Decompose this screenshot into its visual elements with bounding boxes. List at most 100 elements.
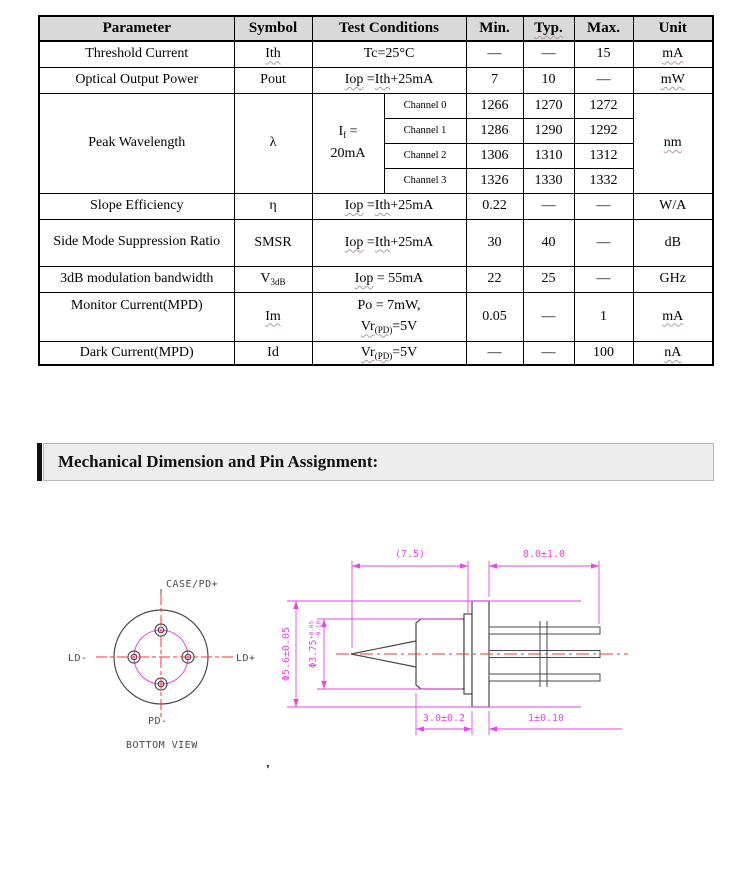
dim-inner-tol-lower: -0.10 <box>316 621 323 639</box>
table-header-row: Parameter Symbol Test Conditions Min. Ty… <box>38 15 714 42</box>
cell-min: 30 <box>465 218 524 267</box>
row-wavelength-ch0: Peak Wavelength λ If = 20mA Channel 0 12… <box>38 92 714 194</box>
cell-typ: 1310 <box>522 142 575 169</box>
cell-min: — <box>465 340 524 366</box>
cell-param: 3dB modulation bandwidth <box>38 265 235 293</box>
cell-unit: mA <box>632 291 714 342</box>
cell-min: 1326 <box>465 167 524 194</box>
lead-pin-bottom <box>488 673 601 682</box>
cell-typ: 10 <box>522 66 575 94</box>
cell-unit: nm <box>632 92 714 194</box>
cell-max: 1292 <box>573 117 634 144</box>
cell-max: 1 <box>573 291 634 342</box>
cell-param: Peak Wavelength <box>38 92 235 194</box>
cell-min: 1306 <box>465 142 524 169</box>
cell-symbol: η <box>233 192 313 220</box>
header-parameter: Parameter <box>38 15 235 42</box>
cell-symbol: Id <box>233 340 313 366</box>
cell-min: 1286 <box>465 117 524 144</box>
section-header: Mechanical Dimension and Pin Assignment: <box>43 443 714 481</box>
cell-unit: mW <box>632 66 714 94</box>
cell-max: 1272 <box>573 92 634 119</box>
cell-min: 7 <box>465 66 524 94</box>
cell-max: — <box>573 192 634 220</box>
row-wavelength-ch2: Channel 2 1306 1310 1312 <box>39 142 713 169</box>
cell-symbol: V3dB <box>233 265 313 293</box>
cell-typ: 1270 <box>522 92 575 119</box>
cell-min: 22 <box>465 265 524 293</box>
cell-min: — <box>465 40 524 68</box>
header-typ: Typ. <box>522 15 575 42</box>
label-pd-minus: PD- <box>148 716 168 727</box>
cell-max: 15 <box>573 40 634 68</box>
cell-max: — <box>573 218 634 267</box>
dimension-arrowheads <box>293 563 599 732</box>
header-typ-label: Typ. <box>534 20 563 36</box>
cell-channel-label: Channel 0 <box>383 92 467 119</box>
cell-typ: 1330 <box>522 167 575 194</box>
cell-param: Dark Current(MPD) <box>38 340 235 366</box>
cell-typ: — <box>522 40 575 68</box>
label-bottom-view: BOTTOM VIEW <box>126 740 198 751</box>
cell-min: 0.22 <box>465 192 524 220</box>
dim-can-length: 3.0±0.2 <box>423 713 465 724</box>
cell-conditions: Iop =Ith+25mA <box>311 218 467 267</box>
cell-param: Slope Efficiency <box>38 192 235 220</box>
cell-max: 100 <box>573 340 634 366</box>
section-accent-bar <box>37 443 42 481</box>
row-wavelength-ch3: Channel 3 1326 1330 1332 <box>39 167 713 194</box>
cell-typ: — <box>522 340 575 366</box>
cell-symbol: Im <box>233 291 313 342</box>
cell-max: 1312 <box>573 142 634 169</box>
cell-typ: — <box>522 192 575 220</box>
header-min: Min. <box>465 15 524 42</box>
svg-text:Φ3.75: Φ3.75 <box>308 640 319 669</box>
section-title: Mechanical Dimension and Pin Assignment: <box>58 452 379 471</box>
row-monitor-current: Monitor Current(MPD) Im Po = 7mW, Vr(PD)… <box>38 291 714 342</box>
dim-can-diameter: Φ5.6±0.05 <box>281 627 292 681</box>
dim-length-ref: (7.5) <box>395 549 425 560</box>
dim-flange-thickness: 1±0.10 <box>528 713 564 724</box>
cell-symbol: Ith <box>233 40 313 68</box>
cell-min: 1266 <box>465 92 524 119</box>
cell-param: Monitor Current(MPD) <box>38 291 235 342</box>
row-slope-efficiency: Slope Efficiency η Iop =Ith+25mA 0.22 — … <box>38 192 714 220</box>
cell-conditions: Po = 7mW, Vr(PD)=5V <box>311 291 467 342</box>
dim-inner-tol-upper: +0.05 <box>309 621 316 639</box>
cell-min: 0.05 <box>465 291 524 342</box>
cell-max: 1332 <box>573 167 634 194</box>
cell-conditions: If = 20mA <box>311 92 385 194</box>
fiber-cone-upper <box>350 640 417 655</box>
cell-unit: dB <box>632 218 714 267</box>
cell-max: — <box>573 265 634 293</box>
cell-symbol: SMSR <box>233 218 313 267</box>
spec-table: Parameter Symbol Test Conditions Min. Ty… <box>38 15 714 366</box>
bottom-view-labels: CASE/PD+ LD- LD+ PD- BOTTOM VIEW <box>68 579 255 751</box>
header-symbol: Symbol <box>233 15 313 42</box>
cell-channel-label: Channel 2 <box>383 142 467 169</box>
row-dark-current: Dark Current(MPD) Id Vr(PD)=5V — — 100 n… <box>38 340 714 366</box>
fiber-cone-lower <box>350 653 417 668</box>
lead-pin-top <box>488 626 601 635</box>
cell-conditions: Tc=25°C <box>311 40 467 68</box>
cell-typ: 40 <box>522 218 575 267</box>
cell-channel-label: Channel 3 <box>383 167 467 194</box>
row-threshold-current: Threshold Current Ith Tc=25°C — — 15 mA <box>38 40 714 68</box>
row-optical-power: Optical Output Power Pout Iop =Ith+25mA … <box>38 66 714 94</box>
dim-pin-length: 8.0±1.0 <box>523 549 565 560</box>
dimension-texts: (7.5) 8.0±1.0 Φ5.6±0.05 Φ3.75 +0.05 -0.1… <box>281 549 565 724</box>
label-case-pd-plus: CASE/PD+ <box>166 579 218 590</box>
cell-symbol: Pout <box>233 66 313 94</box>
cell-conditions: Iop =Ith+25mA <box>311 192 467 220</box>
stray-mark: ' <box>266 763 270 778</box>
cell-channel-label: Channel 1 <box>383 117 467 144</box>
cell-symbol: λ <box>233 92 313 194</box>
header-unit: Unit <box>632 15 714 42</box>
label-ld-minus: LD- <box>68 653 88 664</box>
cell-unit: W/A <box>632 192 714 220</box>
cell-typ: 25 <box>522 265 575 293</box>
cell-param: Threshold Current <box>38 40 235 68</box>
cell-conditions: Vr(PD)=5V <box>311 340 467 366</box>
cell-conditions: Iop = 55mA <box>311 265 467 293</box>
